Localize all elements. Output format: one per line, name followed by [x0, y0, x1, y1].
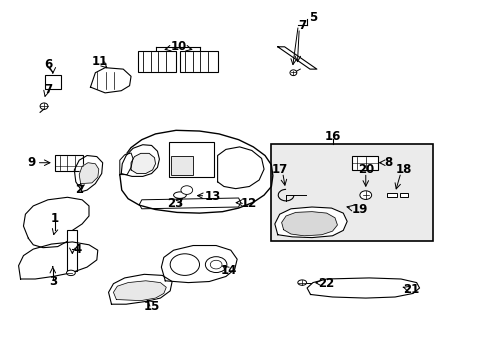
Text: 17: 17 — [271, 163, 287, 176]
Text: 20: 20 — [357, 163, 373, 176]
Ellipse shape — [297, 280, 306, 285]
Polygon shape — [120, 153, 133, 175]
Polygon shape — [281, 212, 337, 236]
Polygon shape — [131, 153, 155, 174]
Polygon shape — [19, 242, 98, 279]
Polygon shape — [113, 281, 166, 301]
Text: 15: 15 — [143, 300, 160, 313]
Bar — [351, 156, 377, 170]
Text: 18: 18 — [394, 163, 411, 176]
Bar — [45, 75, 61, 89]
Text: 23: 23 — [166, 197, 183, 210]
Text: 1: 1 — [51, 212, 59, 225]
Text: 4: 4 — [73, 243, 81, 256]
Polygon shape — [277, 47, 316, 69]
Text: 5: 5 — [308, 11, 316, 24]
Polygon shape — [90, 68, 131, 93]
Bar — [271, 144, 432, 241]
Circle shape — [181, 186, 192, 194]
Polygon shape — [139, 198, 240, 209]
Text: 7: 7 — [44, 83, 52, 96]
Ellipse shape — [40, 103, 48, 109]
Text: 8: 8 — [384, 156, 392, 169]
Polygon shape — [217, 147, 264, 189]
Ellipse shape — [66, 270, 75, 276]
Polygon shape — [74, 156, 102, 192]
Text: 13: 13 — [204, 190, 221, 203]
Text: 7: 7 — [298, 19, 305, 32]
Text: 3: 3 — [49, 275, 57, 288]
Text: 21: 21 — [403, 283, 419, 296]
Circle shape — [359, 191, 371, 199]
Text: 11: 11 — [92, 55, 108, 68]
Bar — [386, 193, 396, 197]
Polygon shape — [108, 274, 172, 304]
Bar — [168, 142, 213, 177]
Bar — [67, 230, 77, 271]
Polygon shape — [161, 246, 237, 283]
Ellipse shape — [173, 192, 186, 198]
Text: 22: 22 — [318, 277, 334, 290]
Bar — [55, 155, 83, 171]
Text: 2: 2 — [75, 183, 83, 195]
Ellipse shape — [289, 70, 296, 76]
Bar — [399, 193, 407, 197]
Bar — [171, 156, 193, 175]
Polygon shape — [121, 145, 159, 176]
Text: 10: 10 — [170, 40, 186, 53]
Polygon shape — [23, 197, 89, 248]
Text: 19: 19 — [350, 203, 367, 216]
Polygon shape — [274, 207, 346, 238]
Text: 14: 14 — [220, 264, 237, 277]
Polygon shape — [306, 278, 419, 298]
Bar — [138, 51, 176, 72]
Text: 6: 6 — [44, 58, 52, 71]
Text: 12: 12 — [240, 197, 256, 210]
Polygon shape — [120, 130, 272, 213]
Polygon shape — [79, 163, 99, 184]
Text: 16: 16 — [324, 130, 340, 143]
Bar — [180, 51, 218, 72]
Text: 9: 9 — [28, 156, 36, 169]
